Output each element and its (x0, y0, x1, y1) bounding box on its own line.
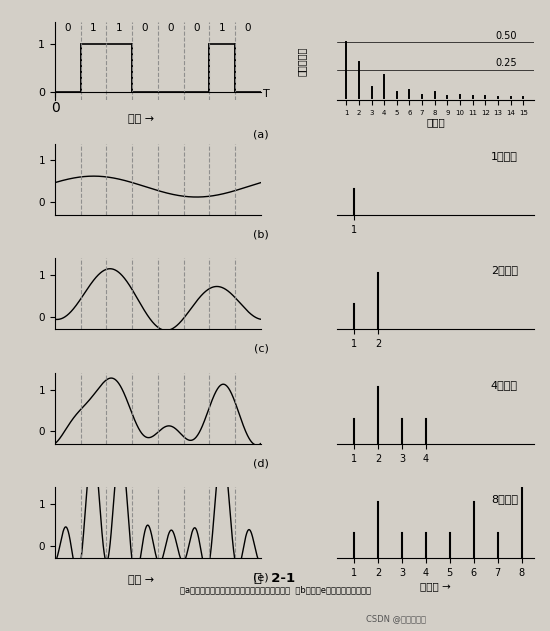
Text: 1个谐波: 1个谐波 (491, 151, 518, 161)
X-axis label: 谐波号: 谐波号 (426, 117, 445, 127)
Text: (b): (b) (253, 229, 269, 239)
Text: 0: 0 (64, 23, 71, 33)
Text: 0: 0 (142, 23, 148, 33)
Text: 0: 0 (194, 23, 200, 33)
Text: （a）一个二进制信号与它的平方根傅里叶振幅；  （b）～（e）逐渐接近原始信号: （a）一个二进制信号与它的平方根傅里叶振幅； （b）～（e）逐渐接近原始信号 (179, 586, 371, 594)
Text: 1: 1 (219, 23, 225, 33)
Text: 8个谐波: 8个谐波 (491, 495, 518, 504)
Text: 0.50: 0.50 (496, 30, 517, 40)
Text: 2个谐波: 2个谐波 (491, 266, 518, 275)
X-axis label: 谐波号 →: 谐波号 → (420, 581, 451, 591)
Text: 4个谐波: 4个谐波 (491, 380, 518, 390)
Text: 0.25: 0.25 (496, 59, 517, 68)
Text: (a): (a) (253, 130, 269, 140)
Text: (c): (c) (254, 343, 268, 353)
Text: 0: 0 (245, 23, 251, 33)
Text: CSDN @大大胡萝卜: CSDN @大大胡萝卜 (366, 615, 426, 623)
Text: 1: 1 (90, 23, 97, 33)
Text: 均平方振幅: 均平方振幅 (297, 47, 307, 76)
Text: 时间 →: 时间 → (129, 575, 155, 586)
Text: 0: 0 (168, 23, 174, 33)
Text: 1: 1 (116, 23, 123, 33)
Text: (d): (d) (253, 458, 269, 468)
Text: 时间 →: 时间 → (129, 114, 155, 124)
Text: 图  2-1: 图 2-1 (255, 572, 295, 585)
Text: (e): (e) (253, 573, 269, 582)
Text: T: T (263, 89, 270, 99)
